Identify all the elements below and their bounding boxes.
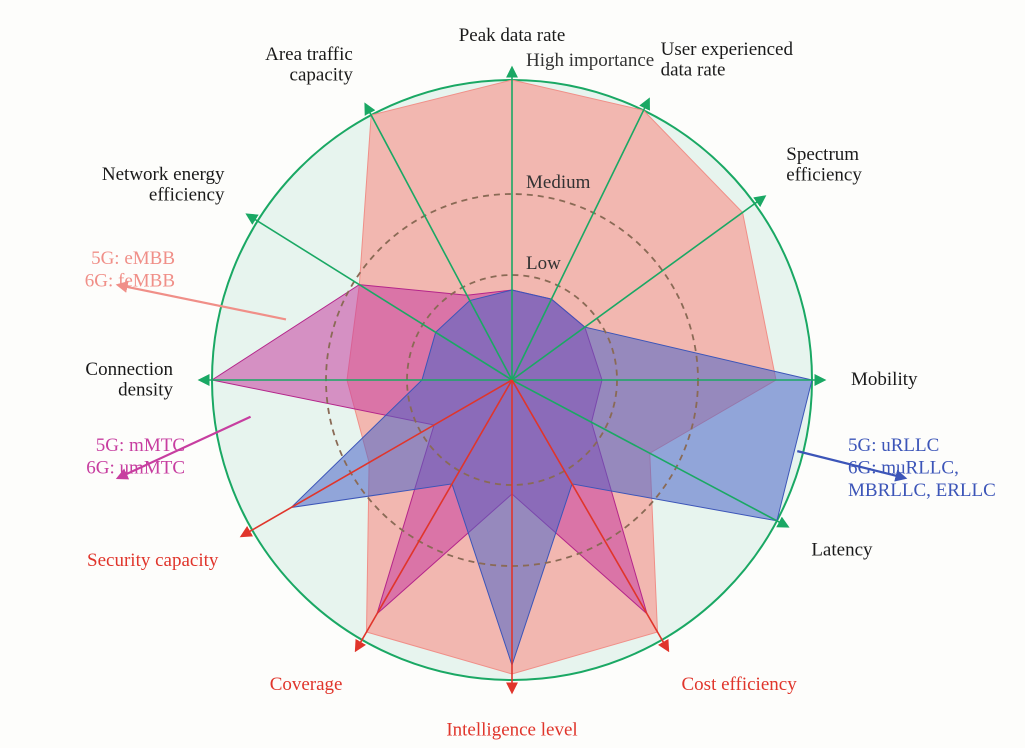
axis-label-spectrum_efficiency: Spectrumefficiency bbox=[786, 144, 862, 186]
callout-label-eMBB: 5G: eMBB6G: feMBB bbox=[85, 248, 175, 291]
ring-label-high: High importance bbox=[526, 50, 654, 71]
axis-label-mobility: Mobility bbox=[851, 369, 918, 390]
axis-label-cost_efficiency: Cost efficiency bbox=[682, 674, 798, 695]
axis-label-coverage: Coverage bbox=[270, 674, 343, 695]
ring-label-medium: Medium bbox=[526, 172, 591, 193]
axis-label-security_capacity: Security capacity bbox=[87, 550, 219, 571]
radar-chart: Peak data rateUser experienceddata rateS… bbox=[0, 0, 1025, 748]
axis-label-latency: Latency bbox=[811, 540, 873, 561]
ring-label-low: Low bbox=[526, 253, 561, 274]
axis-label-peak_data_rate: Peak data rate bbox=[459, 25, 566, 46]
callout-label-mMTC: 5G: mMTC6G: umMTC bbox=[86, 435, 185, 478]
axis-label-intelligence_level: Intelligence level bbox=[446, 719, 577, 740]
